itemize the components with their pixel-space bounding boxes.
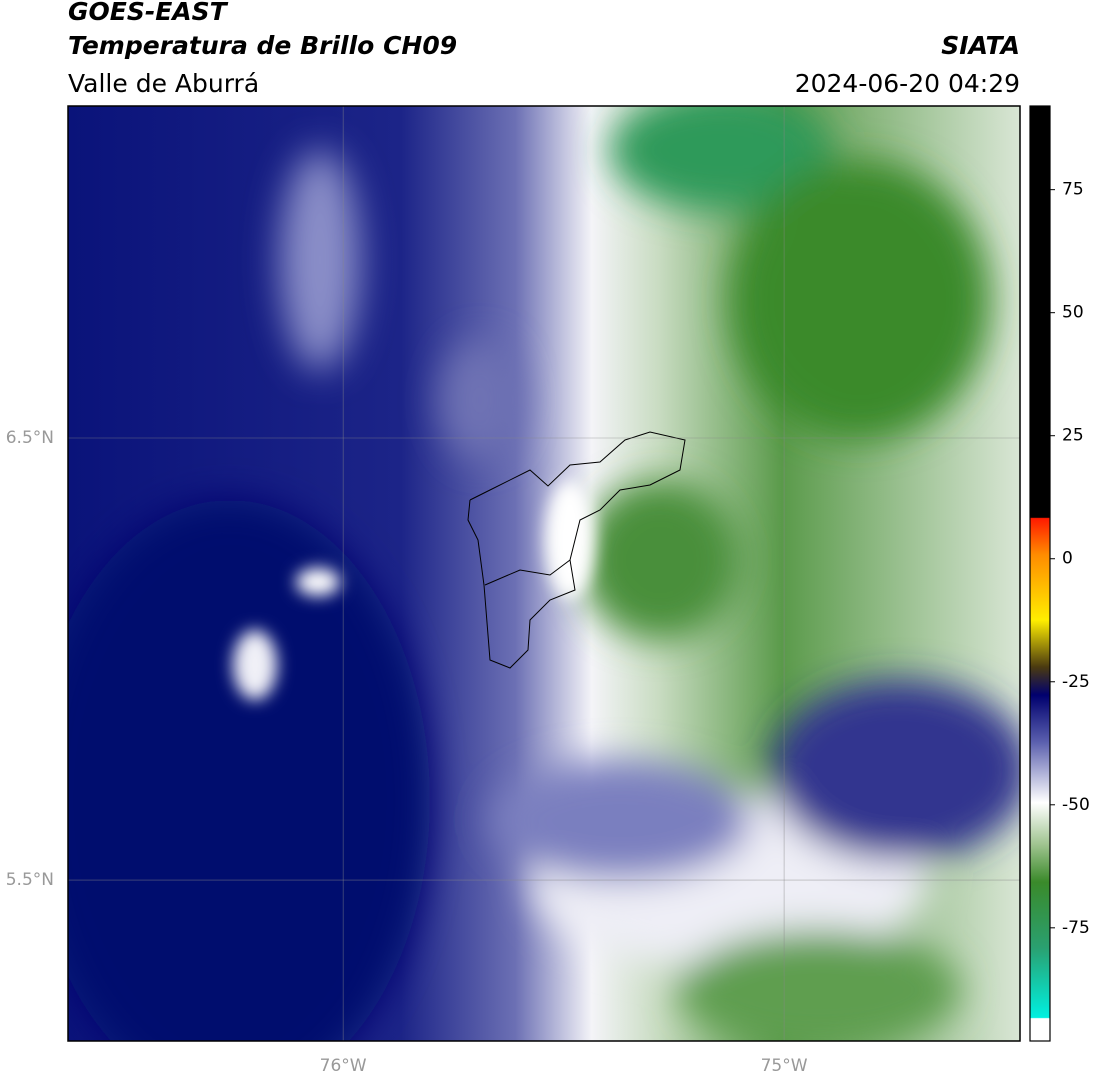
colorbar-tick-label: 0 <box>1062 549 1073 569</box>
colorbar <box>1029 105 1051 1042</box>
map-frame <box>67 105 1021 1042</box>
colorbar-tick-label: 25 <box>1062 426 1084 446</box>
lon-tick-label: 75°W <box>761 1056 808 1076</box>
map-field <box>68 106 1020 1041</box>
subtitle: Temperatura de Brillo CH09 <box>68 31 457 60</box>
title: GOES-EAST <box>68 0 229 26</box>
colorbar-tick-label: -25 <box>1062 672 1090 692</box>
colorbar-tick-label: -75 <box>1062 918 1090 938</box>
region: Valle de Aburrá <box>68 69 259 98</box>
colorbar-tick-label: -50 <box>1062 795 1090 815</box>
colorbar-tick-label: 75 <box>1062 180 1084 200</box>
colorbar-tick-label: 50 <box>1062 303 1084 323</box>
lat-tick-label: 6.5°N <box>6 428 54 448</box>
source: SIATA <box>941 31 1020 60</box>
grid <box>68 106 1020 1041</box>
lat-tick-label: 5.5°N <box>6 870 54 890</box>
lon-tick-label: 76°W <box>320 1056 367 1076</box>
datetime: 2024-06-20 04:29 <box>795 69 1020 98</box>
